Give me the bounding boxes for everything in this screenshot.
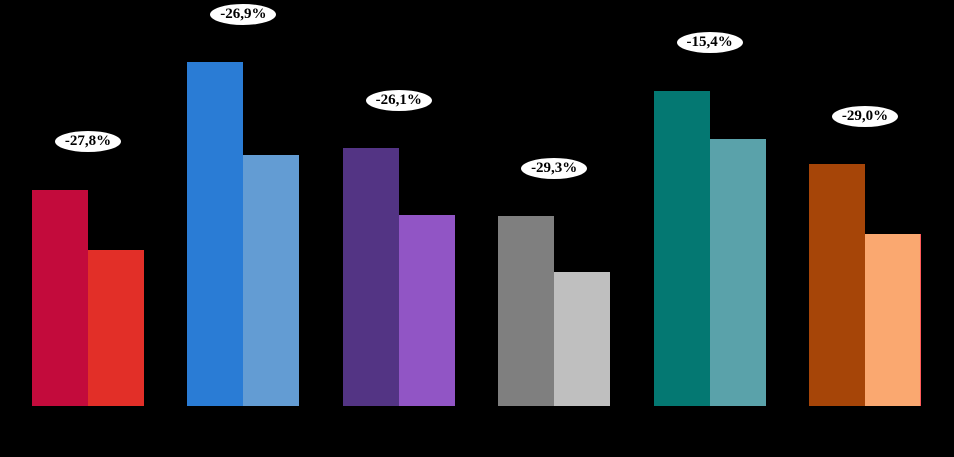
change-callout: -26,9%: [209, 2, 278, 26]
bar: [865, 234, 921, 406]
change-callout: -26,1%: [364, 88, 433, 112]
bar: [342, 148, 399, 406]
change-callout: -15,4%: [675, 31, 744, 55]
bar: [88, 250, 144, 406]
change-callout: -29,3%: [520, 156, 589, 180]
change-callout: -27,8%: [54, 130, 122, 154]
bar: [243, 154, 300, 406]
bar: [32, 189, 88, 406]
bar: [398, 215, 455, 406]
bar: [498, 216, 555, 406]
bar: [187, 62, 244, 406]
bar: [554, 271, 611, 406]
bar: [709, 139, 766, 406]
bar: [809, 164, 865, 406]
change-callout: -29,0%: [831, 104, 899, 128]
bar: [653, 90, 710, 406]
